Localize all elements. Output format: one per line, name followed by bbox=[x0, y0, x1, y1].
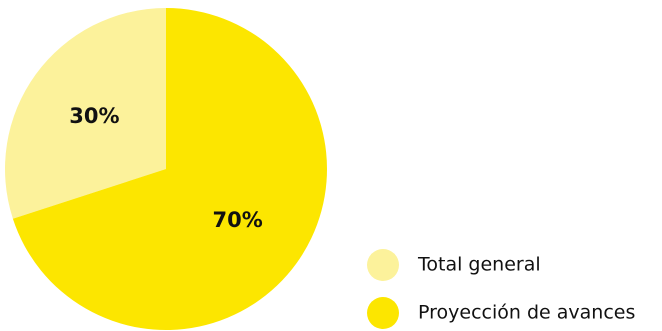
slice-label-1: 30% bbox=[69, 104, 119, 128]
pie-slice-1 bbox=[4, 8, 167, 219]
slice-label-2: 70% bbox=[213, 208, 263, 232]
legend-label-1: Total general bbox=[417, 254, 541, 276]
legend-swatch-1 bbox=[367, 249, 399, 281]
legend-swatch-2 bbox=[367, 297, 399, 329]
pie-slice-2 bbox=[12, 8, 327, 330]
legend-label-2: Proyección de avances bbox=[418, 302, 635, 324]
